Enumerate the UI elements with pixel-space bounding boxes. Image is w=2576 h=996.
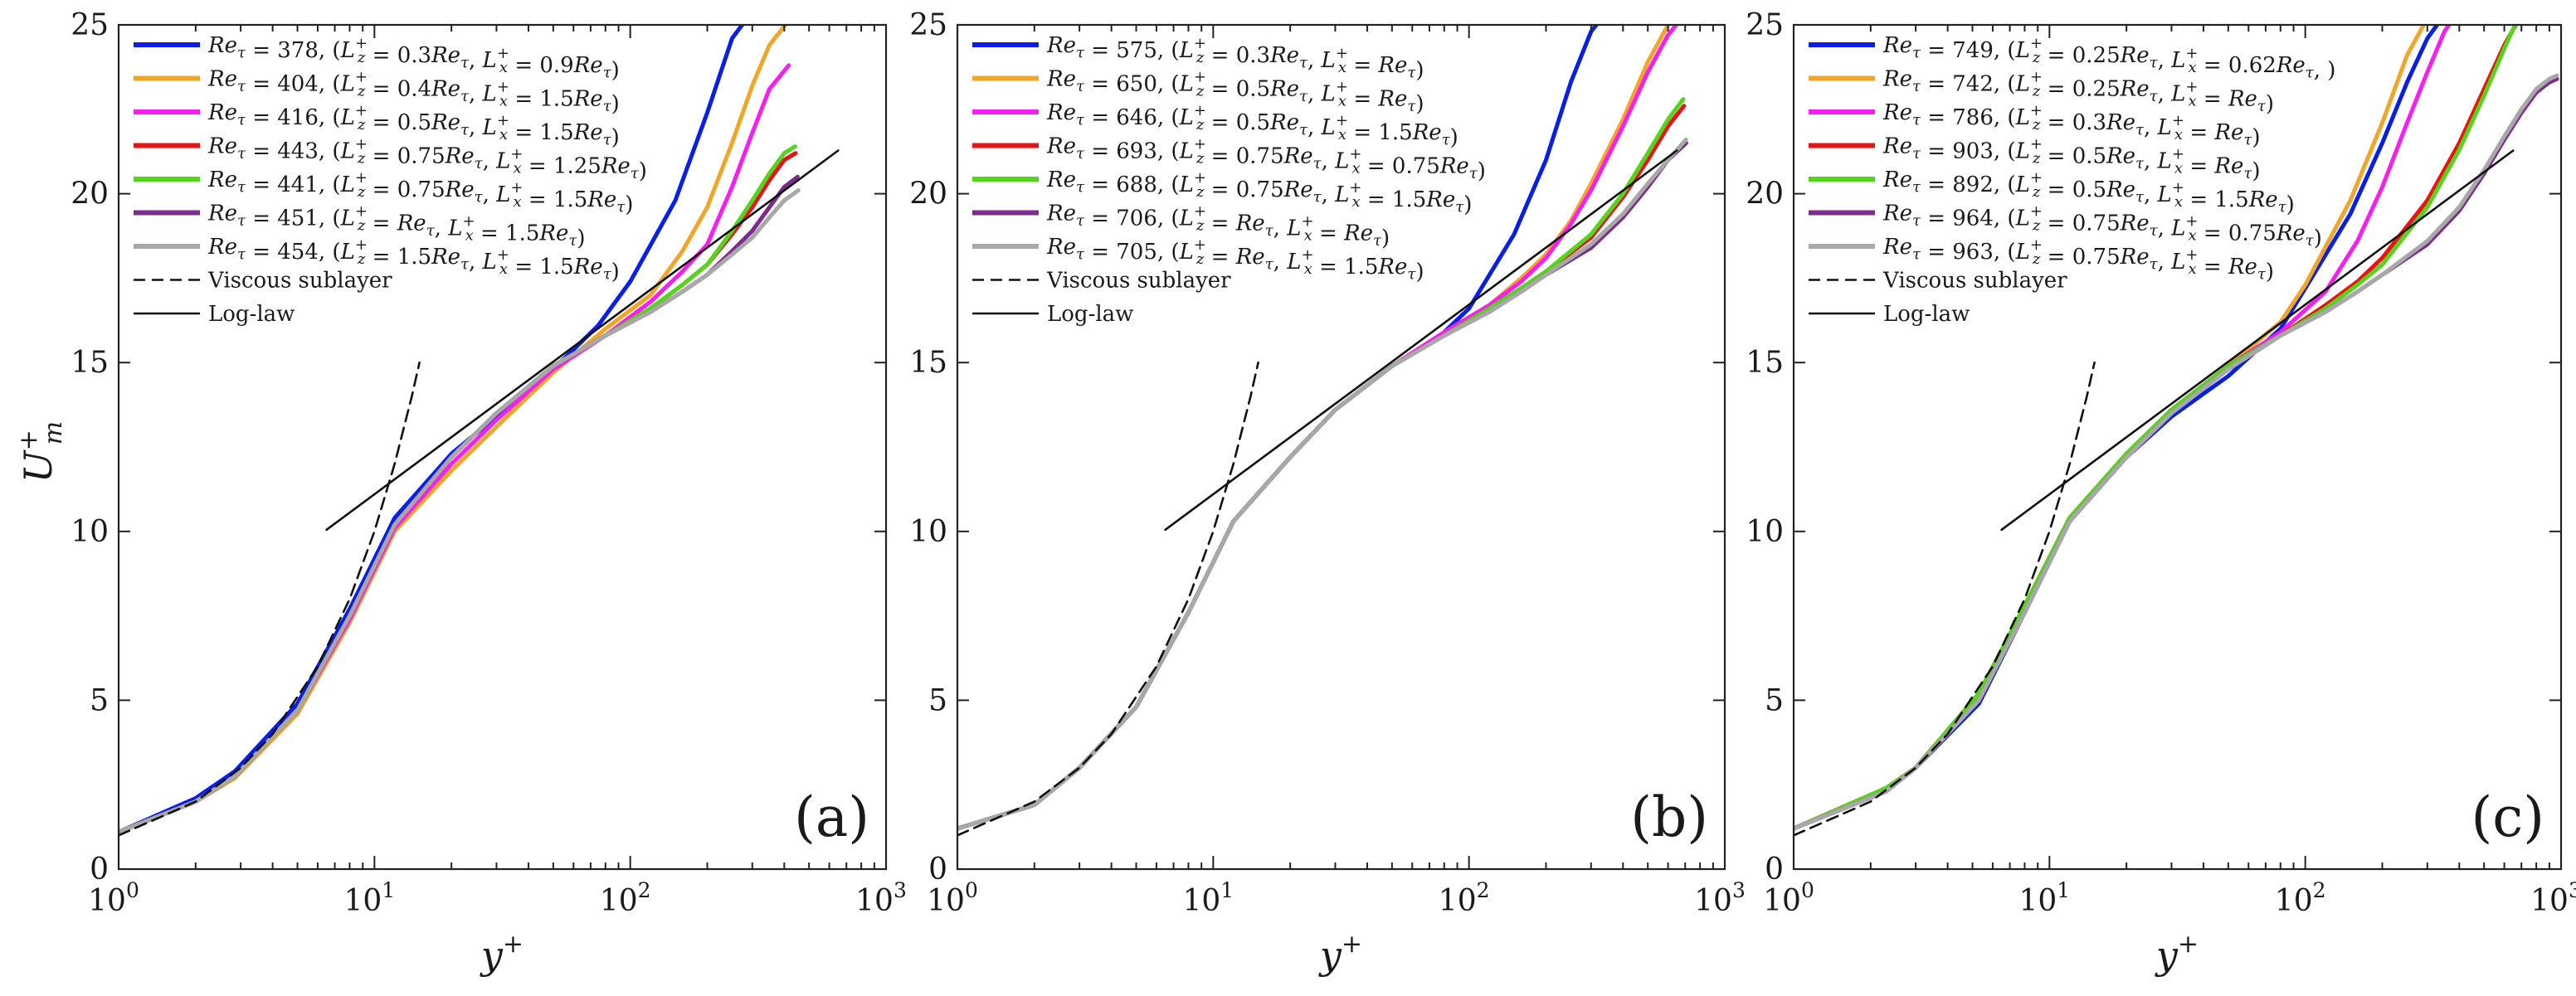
- legend-label: Reτ = 416, (L+ z = 0.5Reτ, L+ x = 1.5Reτ): [207, 100, 620, 150]
- x-axis-title: y+: [2155, 930, 2199, 978]
- panel-label: (c): [2471, 785, 2544, 849]
- legend-label: Reτ = 693, (L+ z = 0.75Reτ, L+ x = 0.75Reτ…: [1046, 134, 1486, 184]
- y-tick-label: 5: [90, 683, 109, 717]
- y-tick-label: 20: [71, 177, 109, 211]
- legend-label: Reτ = 749, (L+ z = 0.25Reτ, L+ x = 0.62Reτ…: [1882, 33, 2335, 83]
- x-tick-label: 100: [927, 878, 978, 918]
- panel-c: 0 5 10 15 20 25 100 101 102 103 y+ Reτ = 749, (L+ z …: [1746, 8, 2576, 978]
- y-tick-label: 15: [1746, 346, 1784, 380]
- x-axis-title: y+: [1318, 930, 1362, 978]
- legend-label: Reτ = 688, (L+ z = 0.75Reτ, L+ x = 1.5Reτ): [1046, 168, 1472, 217]
- series-group: [957, 25, 1688, 837]
- panel-a: 0 5 10 15 20 25 100 101 102 103 y+ Reτ = 378, (L+ z …: [71, 8, 907, 978]
- y-tick-label: 25: [71, 8, 109, 42]
- plot-area: [1794, 25, 2561, 869]
- series-line-7: [1794, 361, 2096, 837]
- x-tick-label: 102: [2275, 878, 2326, 918]
- legend-label: Reτ = 443, (L+ z = 0.75Reτ, L+ x = 1.25Reτ…: [207, 134, 647, 184]
- axes-frame: [1792, 23, 2563, 871]
- y-tick-label: 0: [928, 853, 947, 887]
- legend-label: Reτ = 963, (L+ z = 0.75Reτ, L+ x = Reτ): [1882, 235, 2274, 284]
- legend-label: Reτ = 441, (L+ z = 0.75Reτ, L+ x = 1.5Reτ): [207, 168, 633, 217]
- series-line-7: [119, 361, 421, 837]
- legend-label: Reτ = 705, (L+ z = Reτ, L+ x = 1.5Reτ): [1046, 235, 1424, 284]
- legend: Reτ = 575, (L+ z = 0.3Reτ, L+ x = Reτ)Reτ …: [972, 33, 1486, 327]
- y-tick-label: 10: [909, 515, 947, 549]
- x-axis-title: y+: [480, 930, 523, 978]
- y-tick-label: 0: [90, 853, 109, 887]
- y-tick-label: 15: [909, 346, 947, 380]
- legend-label: Reτ = 575, (L+ z = 0.3Reτ, L+ x = Reτ): [1046, 33, 1424, 83]
- legend-label: Reτ = 892, (L+ z = 0.5Reτ, L+ x = 1.5Reτ): [1882, 168, 2295, 217]
- series-group: [119, 25, 840, 837]
- legend-label: Reτ = 742, (L+ z = 0.25Reτ, L+ x = Reτ): [1882, 67, 2274, 117]
- x-tick-label: 103: [855, 878, 907, 918]
- axes-frame: [956, 23, 1726, 871]
- legend-label: Reτ = 454, (L+ z = 1.5Reτ, L+ x = 1.5Reτ): [207, 235, 620, 284]
- y-tick-label: 25: [1746, 8, 1784, 42]
- y-tick-label: 10: [1746, 515, 1784, 549]
- series-line-8: [1164, 149, 1678, 532]
- x-tick-label: 101: [343, 878, 395, 918]
- legend-label: Log-law: [1047, 302, 1133, 327]
- series-line-6: [119, 188, 801, 834]
- legend-label: Log-law: [1883, 302, 1970, 327]
- x-tick-label: 100: [1763, 878, 1814, 918]
- y-tick-label: 20: [1746, 177, 1784, 211]
- axes-frame: [117, 23, 888, 871]
- panel-label: (b): [1630, 785, 1708, 849]
- series-line-6: [957, 137, 1688, 831]
- legend-label: Reτ = 378, (L+ z = 0.3Reτ, L+ x = 0.9Reτ): [207, 33, 620, 83]
- panel-label: (a): [794, 785, 869, 849]
- legend-label: Viscous sublayer: [207, 269, 392, 294]
- series-line-8: [2000, 149, 2515, 532]
- legend-label: Reτ = 903, (L+ z = 0.5Reτ, L+ x = Reτ): [1882, 134, 2260, 184]
- legend-label: Reτ = 451, (L+ z = Reτ, L+ x = 1.5Reτ): [207, 202, 585, 251]
- legend-label: Reτ = 706, (L+ z = Reτ, L+ x = Reτ): [1046, 202, 1390, 251]
- x-tick-label: 103: [1694, 878, 1746, 918]
- axis-titles: U+m: [14, 421, 68, 483]
- x-tick-label: 101: [2018, 878, 2070, 918]
- panel-b: 0 5 10 15 20 25 100 101 102 103 y+ Reτ = 575, (L+ z …: [909, 8, 1746, 978]
- x-tick-label: 102: [1439, 878, 1490, 918]
- legend-label: Reτ = 646, (L+ z = 0.5Reτ, L+ x = 1.5Reτ): [1046, 100, 1458, 150]
- plot-area: [119, 25, 886, 869]
- x-tick-label: 102: [600, 878, 651, 918]
- y-tick-label: 20: [909, 177, 947, 211]
- x-tick-label: 101: [1182, 878, 1234, 918]
- y-tick-label: 10: [71, 515, 109, 549]
- legend: Reτ = 378, (L+ z = 0.3Reτ, L+ x = 0.9Reτ)R…: [134, 33, 647, 327]
- y-tick-label: 5: [928, 683, 947, 717]
- legend-label: Reτ = 786, (L+ z = 0.3Reτ, L+ x = Reτ): [1882, 100, 2260, 150]
- legend-label: Viscous sublayer: [1882, 269, 2067, 294]
- y-tick-label: 15: [71, 346, 109, 380]
- y-tick-label: 25: [909, 8, 947, 42]
- y-axis-title: U+m: [14, 421, 68, 483]
- x-tick-label: 103: [2530, 878, 2576, 918]
- legend-label: Reτ = 404, (L+ z = 0.4Reτ, L+ x = 1.5Reτ): [207, 67, 620, 117]
- series-line-6: [1794, 73, 2559, 831]
- legend-label: Log-law: [208, 302, 295, 327]
- plot-area: [957, 25, 1725, 869]
- series-line-7: [957, 361, 1259, 837]
- legend-label: Viscous sublayer: [1046, 269, 1231, 294]
- series-line-8: [325, 149, 840, 532]
- x-tick-label: 100: [88, 878, 139, 918]
- y-tick-label: 5: [1765, 683, 1784, 717]
- legend-label: Reτ = 964, (L+ z = 0.75Reτ, L+ x = 0.75Reτ…: [1882, 202, 2322, 251]
- legend-label: Reτ = 650, (L+ z = 0.5Reτ, L+ x = Reτ): [1046, 67, 1424, 117]
- series-group: [1794, 25, 2559, 837]
- y-tick-label: 0: [1765, 853, 1784, 887]
- legend: Reτ = 749, (L+ z = 0.25Reτ, L+ x = 0.62Reτ…: [1809, 33, 2335, 327]
